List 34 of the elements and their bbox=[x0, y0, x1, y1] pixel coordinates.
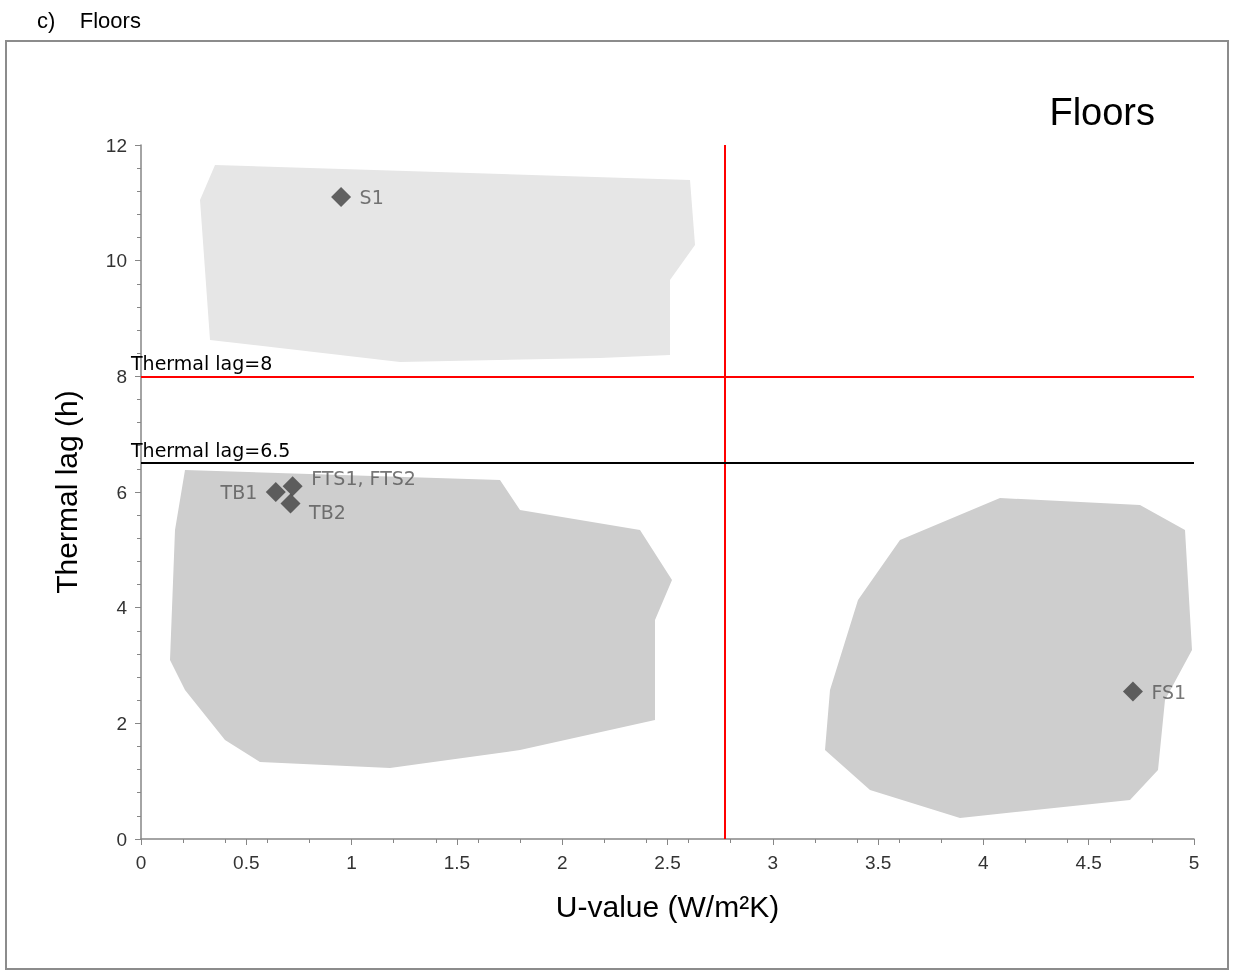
x-tick-label: 4 bbox=[978, 852, 990, 873]
annotation: S1 bbox=[359, 186, 384, 209]
x-tick-label: 4.5 bbox=[1075, 852, 1102, 873]
x-tick-label: 2.5 bbox=[654, 852, 681, 873]
y-tick-label: 4 bbox=[116, 597, 128, 619]
annotation: TB2 bbox=[308, 500, 346, 523]
chart-subtitle: Floors bbox=[1049, 91, 1155, 133]
y-tick-label: 8 bbox=[116, 365, 127, 387]
x-tick-label: 2 bbox=[556, 852, 568, 873]
y-tick-label: 10 bbox=[105, 250, 127, 272]
point bbox=[331, 187, 352, 208]
ref-line-label: Thermal lag=8 bbox=[130, 351, 273, 374]
x-tick-label: 3.5 bbox=[864, 852, 892, 873]
y-tick-label: 12 bbox=[105, 134, 127, 156]
x-tick-label: 1.5 bbox=[443, 852, 471, 873]
point bbox=[1122, 681, 1143, 702]
point bbox=[265, 482, 286, 502]
ref-line-label: Thermal lag=6.5 bbox=[130, 438, 291, 461]
annotation: TB1 bbox=[219, 481, 258, 503]
y-tick-label: 0 bbox=[116, 828, 127, 850]
x-tick-label: 3 bbox=[767, 852, 779, 873]
x-tick-label: 1 bbox=[346, 852, 357, 873]
x-tick-label: 5 bbox=[1188, 852, 1200, 873]
y-tick-label: 6 bbox=[116, 481, 127, 503]
x-axis-title: U-value (W/m²K) bbox=[555, 889, 780, 923]
point bbox=[282, 476, 303, 497]
annotation: FTS1, FTS2 bbox=[311, 467, 416, 490]
annotation: FS1 bbox=[1151, 680, 1187, 703]
chart-title: c) Floors bbox=[37, 7, 141, 33]
x-tick-label: 0 bbox=[135, 852, 147, 873]
y-axis-title: Thermal lag (h) bbox=[49, 390, 83, 594]
x-tick-label: 0.5 bbox=[233, 852, 260, 873]
y-tick-label: 2 bbox=[116, 712, 127, 734]
point bbox=[280, 493, 301, 514]
